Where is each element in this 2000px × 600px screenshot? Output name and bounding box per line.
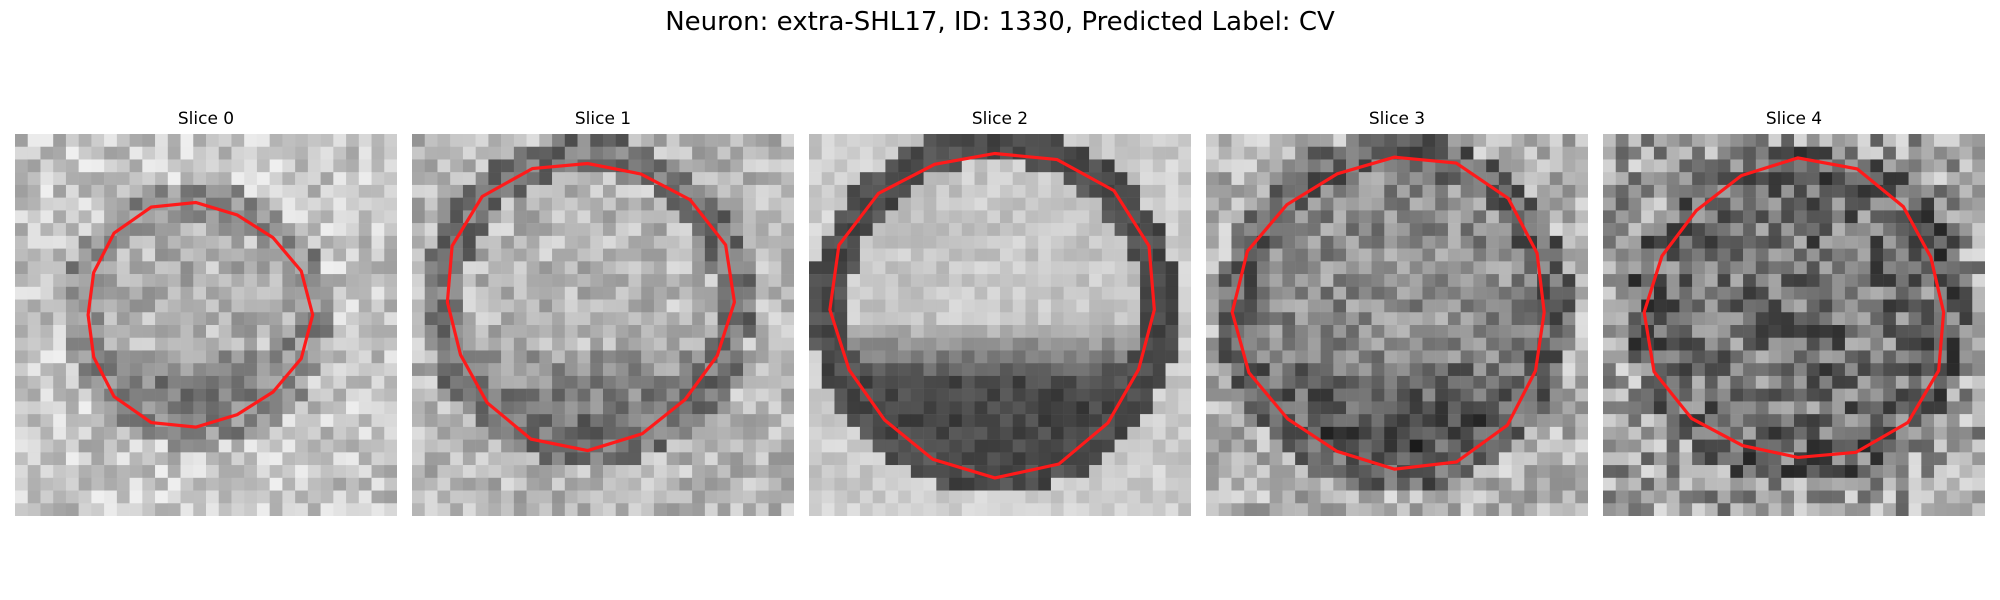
- segmentation-contour: [1230, 155, 1546, 471]
- slice-image-3: [1206, 134, 1588, 516]
- slice-image-4: [1603, 134, 1985, 516]
- slice-title-1: Slice 1: [574, 109, 632, 129]
- slice-title-4: Slice 4: [1765, 109, 1823, 129]
- slice-title-2: Slice 2: [971, 109, 1029, 129]
- slice-panel-0: Slice 0: [15, 108, 397, 518]
- slice-panel-3: Slice 3: [1206, 108, 1588, 518]
- slice-panel-2: Slice 2: [809, 108, 1191, 518]
- segmentation-contour: [445, 161, 737, 453]
- figure-title: Neuron: extra-SHL17, ID: 1330, Predicted…: [665, 7, 1335, 37]
- segmentation-contour: [86, 200, 315, 429]
- segmentation-contour: [828, 151, 1156, 480]
- slice-image-0: [15, 134, 397, 516]
- slice-panel-4: Slice 4: [1603, 108, 1985, 518]
- slice-title-3: Slice 3: [1368, 109, 1426, 129]
- slice-image-2: [809, 134, 1191, 516]
- slice-title-0: Slice 0: [177, 109, 235, 129]
- slice-panel-1: Slice 1: [412, 108, 794, 518]
- segmentation-contour: [1642, 156, 1946, 460]
- slice-image-1: [412, 134, 794, 516]
